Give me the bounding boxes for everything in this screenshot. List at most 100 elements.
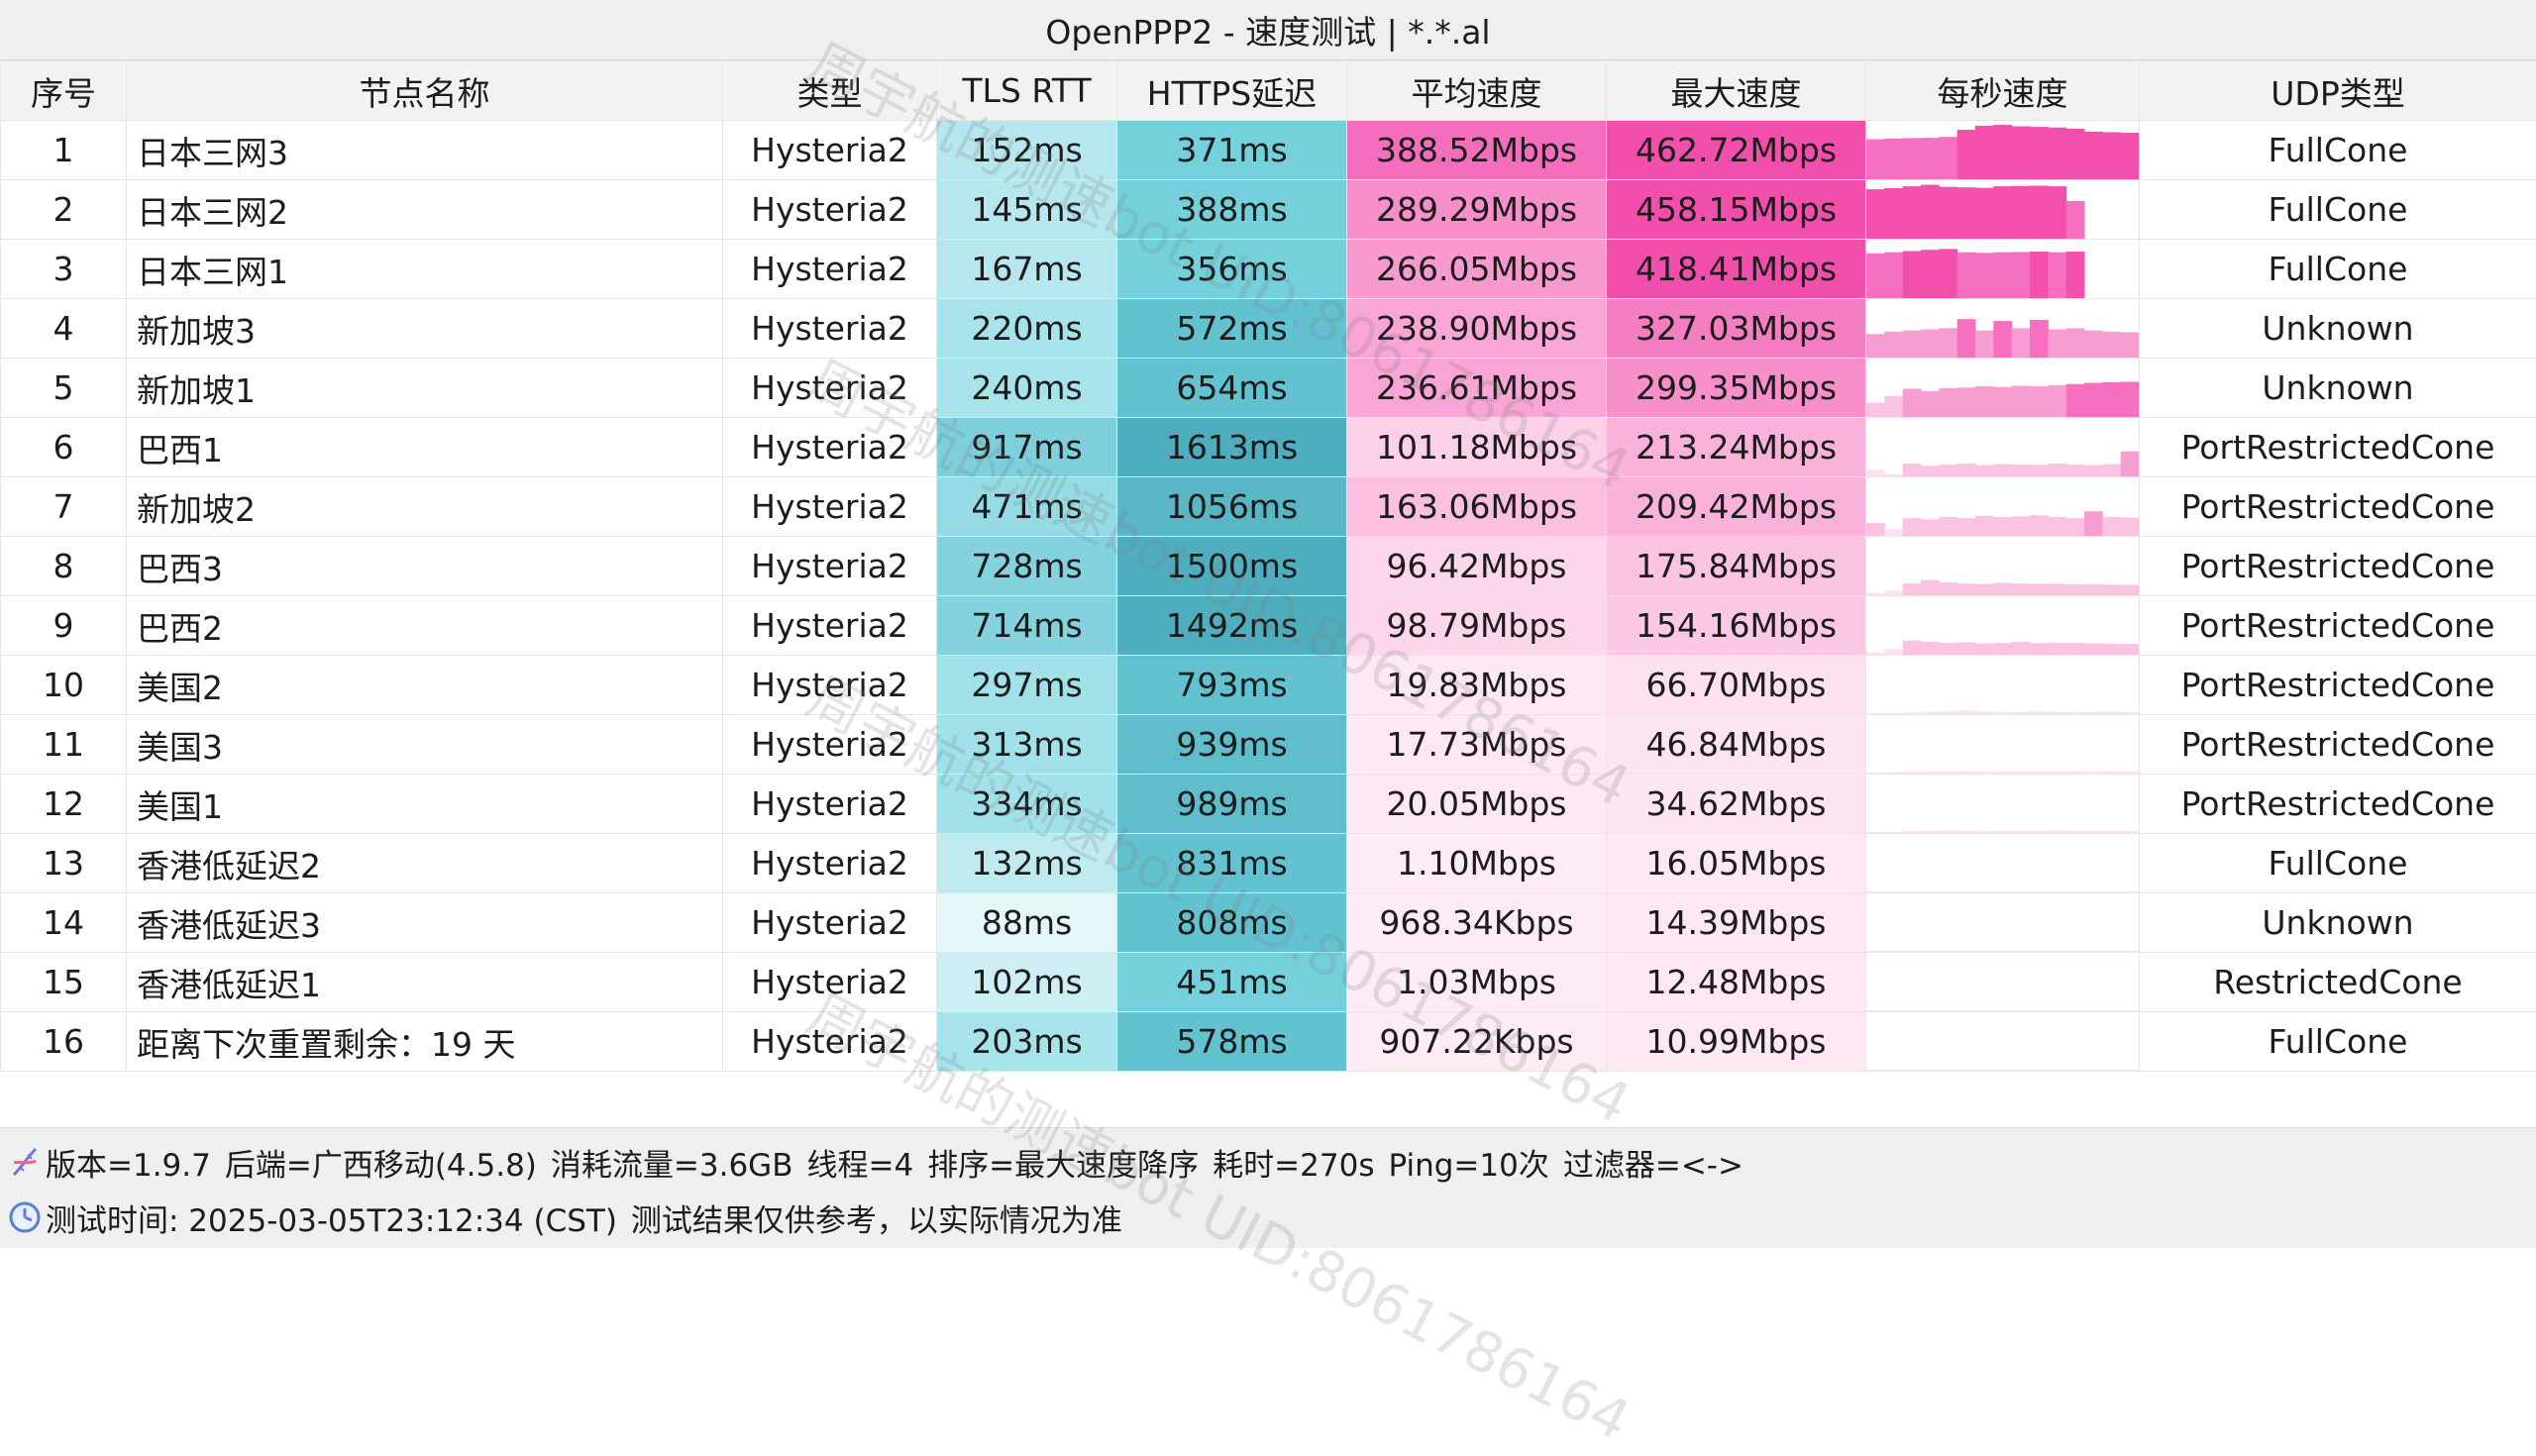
page-title: OpenPPP2 - 速度测试 | *.*.al xyxy=(1045,6,1490,53)
speed-bar xyxy=(2084,511,2103,536)
max-speed: 299.35Mbps xyxy=(1607,359,1866,418)
tls-rtt: 203ms xyxy=(937,1012,1117,1072)
max-speed: 458.15Mbps xyxy=(1607,180,1866,240)
speed-bar xyxy=(1939,951,1957,952)
speed-bar xyxy=(1866,254,1885,298)
speed-bar xyxy=(1939,187,1957,239)
avg-speed: 1.10Mbps xyxy=(1347,834,1607,893)
speed-bar xyxy=(1884,713,1903,714)
speed-bar xyxy=(2066,465,2085,476)
node-type: Hysteria2 xyxy=(723,596,937,656)
udp-type: PortRestrictedCone xyxy=(2140,775,2536,834)
speed-bar xyxy=(1903,831,1922,833)
row-index: 10 xyxy=(1,656,127,715)
https-latency: 1500ms xyxy=(1117,537,1347,596)
speed-bar xyxy=(2066,129,2085,179)
col-per-second-speed-header[interactable]: 每秒速度 xyxy=(1866,61,2140,121)
per-second-speed xyxy=(1866,180,2140,240)
col-udp-type-header[interactable]: UDP类型 xyxy=(2140,61,2536,121)
speed-bar xyxy=(1993,1070,2012,1071)
speed-bar xyxy=(2066,891,2085,892)
row-index: 5 xyxy=(1,359,127,418)
node-type: Hysteria2 xyxy=(723,715,937,775)
speed-bar xyxy=(1903,138,1922,179)
udp-type: PortRestrictedCone xyxy=(2140,715,2536,775)
speed-bar xyxy=(1939,465,1957,476)
speed-bar xyxy=(2084,772,2103,774)
speed-bar xyxy=(2066,712,2085,714)
speed-bar xyxy=(2121,1010,2139,1011)
speed-bar xyxy=(2084,951,2103,952)
speed-bar xyxy=(1939,891,1957,892)
speed-bar xyxy=(1957,772,1976,774)
col-avg-speed-header[interactable]: 平均速度 xyxy=(1347,61,1607,121)
per-second-speed xyxy=(1866,893,2140,953)
col-index-header[interactable]: 序号 xyxy=(1,61,127,121)
dna-icon xyxy=(8,1145,42,1179)
speed-sparkline xyxy=(1866,537,2139,595)
speed-bar xyxy=(1975,584,1994,595)
udp-type: FullCone xyxy=(2140,1012,2536,1072)
col-type-header[interactable]: 类型 xyxy=(723,61,937,121)
col-node-name-header[interactable]: 节点名称 xyxy=(127,61,723,121)
speed-bar xyxy=(1884,332,1903,358)
speed-bar xyxy=(1957,891,1976,892)
speed-bar xyxy=(2012,1070,2031,1071)
max-speed: 14.39Mbps xyxy=(1607,893,1866,953)
speed-bar xyxy=(2048,1070,2066,1071)
row-index: 14 xyxy=(1,893,127,953)
speed-bar xyxy=(2012,891,2031,892)
speed-bar xyxy=(1903,951,1922,952)
speed-bar xyxy=(2084,331,2103,358)
per-second-speed xyxy=(1866,715,2140,775)
speed-bar xyxy=(1866,140,1885,179)
speed-bar xyxy=(2102,644,2121,655)
speed-bar xyxy=(2084,712,2103,714)
udp-type: Unknown xyxy=(2140,893,2536,953)
row-index: 3 xyxy=(1,240,127,299)
speed-bar xyxy=(1957,387,1976,417)
speed-bar xyxy=(2030,891,2049,892)
speed-bar xyxy=(1884,1070,1903,1071)
node-name: 香港低延迟1 xyxy=(127,953,723,1012)
speed-bar xyxy=(2102,711,2121,714)
speed-bar xyxy=(2048,186,2066,239)
https-latency: 356ms xyxy=(1117,240,1347,299)
speed-bar xyxy=(1957,951,1976,952)
speed-bar xyxy=(2048,385,2066,417)
col-tls-rtt-header[interactable]: TLS RTT xyxy=(937,61,1117,121)
speed-bar xyxy=(1975,126,1994,179)
max-speed: 10.99Mbps xyxy=(1607,1012,1866,1072)
speed-sparkline xyxy=(1866,477,2139,536)
speed-bar xyxy=(1866,653,1885,655)
speed-bar xyxy=(2012,951,2031,952)
speed-bar xyxy=(1884,529,1903,536)
speed-bar xyxy=(1866,523,1885,536)
tls-rtt: 334ms xyxy=(937,775,1117,834)
node-type: Hysteria2 xyxy=(723,121,937,180)
speed-bar xyxy=(1866,832,1885,833)
row-index: 12 xyxy=(1,775,127,834)
col-https-latency-header[interactable]: HTTPS延迟 xyxy=(1117,61,1347,121)
node-name: 日本三网3 xyxy=(127,121,723,180)
speed-bar xyxy=(1884,649,1903,655)
col-max-speed-header[interactable]: 最大速度 xyxy=(1607,61,1866,121)
